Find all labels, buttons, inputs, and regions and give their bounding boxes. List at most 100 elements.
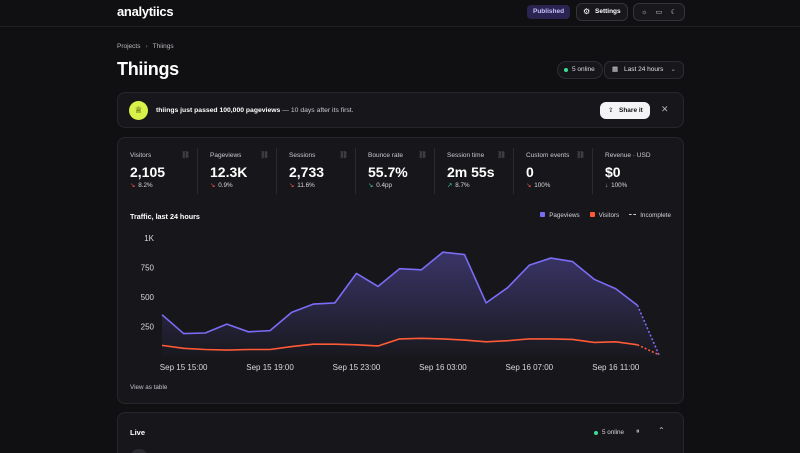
legend-dash-incomplete: [629, 214, 637, 215]
metric-label: Revenue · USD: [605, 152, 651, 159]
metric-custom-events[interactable]: Custom events ⛓ 0 ↘ 100%: [513, 148, 591, 194]
link-icon[interactable]: ⛓: [576, 152, 585, 159]
y-tick-label: 750: [141, 264, 155, 273]
legend-swatch-visitors: [589, 212, 595, 217]
link-icon[interactable]: ⛓: [418, 152, 427, 159]
metric-label: Custom events: [526, 152, 570, 159]
metric-value: 2,733: [289, 164, 325, 180]
metric-label: Bounce rate: [368, 152, 404, 159]
x-tick-label: Sep 15 19:00: [246, 363, 294, 372]
legend-label-visitors: Visitors: [598, 212, 620, 219]
series-line-visitors: [161, 337, 638, 351]
metric-change-value: 0.9%: [218, 182, 233, 189]
x-tick-label: Sep 16 07:00: [506, 363, 554, 372]
metric-change-value: 100%: [534, 182, 551, 189]
x-tick-label: Sep 16 03:00: [419, 363, 467, 372]
settings-button[interactable]: ⚙ Settings: [576, 3, 628, 21]
monitor-icon[interactable]: ▭: [655, 9, 663, 16]
series-area-pageviews: [162, 252, 659, 356]
moon-icon[interactable]: ☾: [670, 9, 677, 16]
live-online-label: 5 online: [602, 429, 625, 436]
metric-change-value: 8.2%: [138, 182, 153, 189]
metric-change-value: 8.7%: [455, 182, 470, 189]
metric-value: 55.7%: [368, 164, 408, 180]
metric-value: 12.3K: [210, 164, 248, 180]
sun-icon[interactable]: ☼: [641, 8, 648, 16]
trend-arrow-icon: ↓: [605, 182, 609, 189]
theme-toggle-group: ☼ ▭ ☾: [633, 3, 685, 21]
milestone-banner: ♕ thiings just passed 100,000 pageviews …: [117, 92, 684, 128]
published-badge[interactable]: Published: [527, 5, 571, 19]
metric-change: ↘ 0.4pp: [368, 182, 392, 189]
x-tick-label: Sep 15 23:00: [333, 363, 381, 372]
metric-value: 2,105: [130, 164, 166, 180]
metric-change: ↘ 0.9%: [210, 182, 233, 189]
traffic-card: Visitors ⛓ 2,105 ↘ 8.2% Pageviews ⛓ 12.3K ↘ 0.9% S…: [117, 137, 684, 404]
view-as-table-link[interactable]: View as table: [130, 384, 168, 391]
metric-change-value: 0.4pp: [376, 182, 393, 189]
metric-change-value: 11.6%: [297, 182, 315, 189]
metric-session-time[interactable]: Session time ⛓ 2m 55s ↗ 8.7%: [434, 148, 512, 194]
metric-revenue-usd[interactable]: Revenue · USD $0 ↓ 100%: [592, 148, 670, 194]
app-logo[interactable]: analytiics: [117, 4, 174, 19]
metric-visitors[interactable]: Visitors ⛓ 2,105 ↘ 8.2%: [118, 148, 196, 194]
live-card: Live 5 online ⏸ ⌃: [117, 412, 684, 453]
milestone-rest: — 10 days after its first.: [280, 107, 354, 114]
metric-sessions[interactable]: Sessions ⛓ 2,733 ↘ 11.6%: [276, 148, 354, 194]
trend-arrow-icon: ↘: [130, 182, 136, 189]
date-range-label: Last 24 hours: [624, 66, 664, 73]
calendar-icon: ▦: [612, 66, 619, 73]
share-label: Share it: [619, 107, 643, 114]
metric-value: 2m 55s: [447, 164, 495, 180]
date-range-button[interactable]: ▦ Last 24 hours ⌄: [604, 61, 684, 79]
chevron-up-icon[interactable]: ⌃: [658, 426, 665, 435]
legend-label-pageviews: Pageviews: [549, 212, 580, 219]
page-title: Thiings: [117, 59, 179, 79]
metric-value: $0: [605, 164, 621, 180]
y-tick-label: 1K: [144, 234, 154, 243]
metric-label: Visitors: [130, 152, 152, 159]
share-button[interactable]: ⇪ Share it: [600, 102, 650, 119]
metric-change: ↗ 8.7%: [447, 182, 470, 189]
breadcrumb: Projects › Thiings: [117, 43, 174, 50]
x-tick-label: Sep 16 11:00: [592, 363, 640, 372]
link-icon[interactable]: ⛓: [260, 152, 269, 159]
metric-change: ↘ 8.2%: [130, 182, 153, 189]
trophy-icon: ♕: [129, 101, 148, 120]
metric-value: 0: [526, 164, 534, 180]
online-count-pill[interactable]: 5 online: [557, 61, 603, 79]
y-tick-label: 500: [141, 293, 155, 302]
breadcrumb-current: Thiings: [152, 43, 174, 50]
metric-pageviews[interactable]: Pageviews ⛓ 12.3K ↘ 0.9%: [197, 148, 275, 194]
breadcrumb-separator-icon: ›: [145, 43, 148, 50]
trend-arrow-icon: ↘: [210, 182, 216, 189]
trend-arrow-icon: ↘: [368, 182, 374, 189]
metric-bounce-rate[interactable]: Bounce rate ⛓ 55.7% ↘ 0.4pp: [355, 148, 433, 194]
settings-label: Settings: [595, 8, 621, 15]
metric-change: ↘ 11.6%: [289, 182, 315, 189]
chevron-down-icon: ⌄: [670, 66, 676, 73]
online-count-label: 5 online: [572, 66, 595, 73]
trend-arrow-icon: ↘: [526, 182, 532, 189]
online-dot-icon: [564, 68, 568, 72]
live-online-dot-icon: [594, 431, 598, 435]
metric-label: Session time: [447, 152, 485, 159]
milestone-message: thiings just passed 100,000 pageviews — …: [156, 107, 354, 114]
avatar: [130, 449, 148, 453]
link-icon[interactable]: ⛓: [339, 152, 348, 159]
metric-change: ↘ 100%: [526, 182, 550, 189]
link-icon[interactable]: ⛓: [497, 152, 506, 159]
breadcrumb-projects[interactable]: Projects: [117, 43, 141, 50]
metrics-row: Visitors ⛓ 2,105 ↘ 8.2% Pageviews ⛓ 12.3K ↘ 0.9% S…: [118, 138, 683, 198]
legend-visitors[interactable]: Visitors: [589, 212, 620, 219]
legend-incomplete: Incomplete: [629, 212, 671, 219]
link-icon[interactable]: ⛓: [181, 152, 190, 159]
legend-pageviews[interactable]: Pageviews: [540, 212, 580, 219]
metric-change: ↓ 100%: [605, 182, 627, 189]
chart-title: Traffic, last 24 hours: [130, 212, 200, 221]
traffic-chart[interactable]: 250 500 750 1K Sep 15 15:00 Sep 15 19:00 Sep 1…: [118, 226, 685, 376]
close-icon[interactable]: ✕: [661, 104, 669, 114]
legend-label-incomplete: Incomplete: [640, 212, 671, 219]
metric-label: Pageviews: [210, 152, 242, 159]
pause-icon[interactable]: ⏸: [636, 428, 640, 435]
